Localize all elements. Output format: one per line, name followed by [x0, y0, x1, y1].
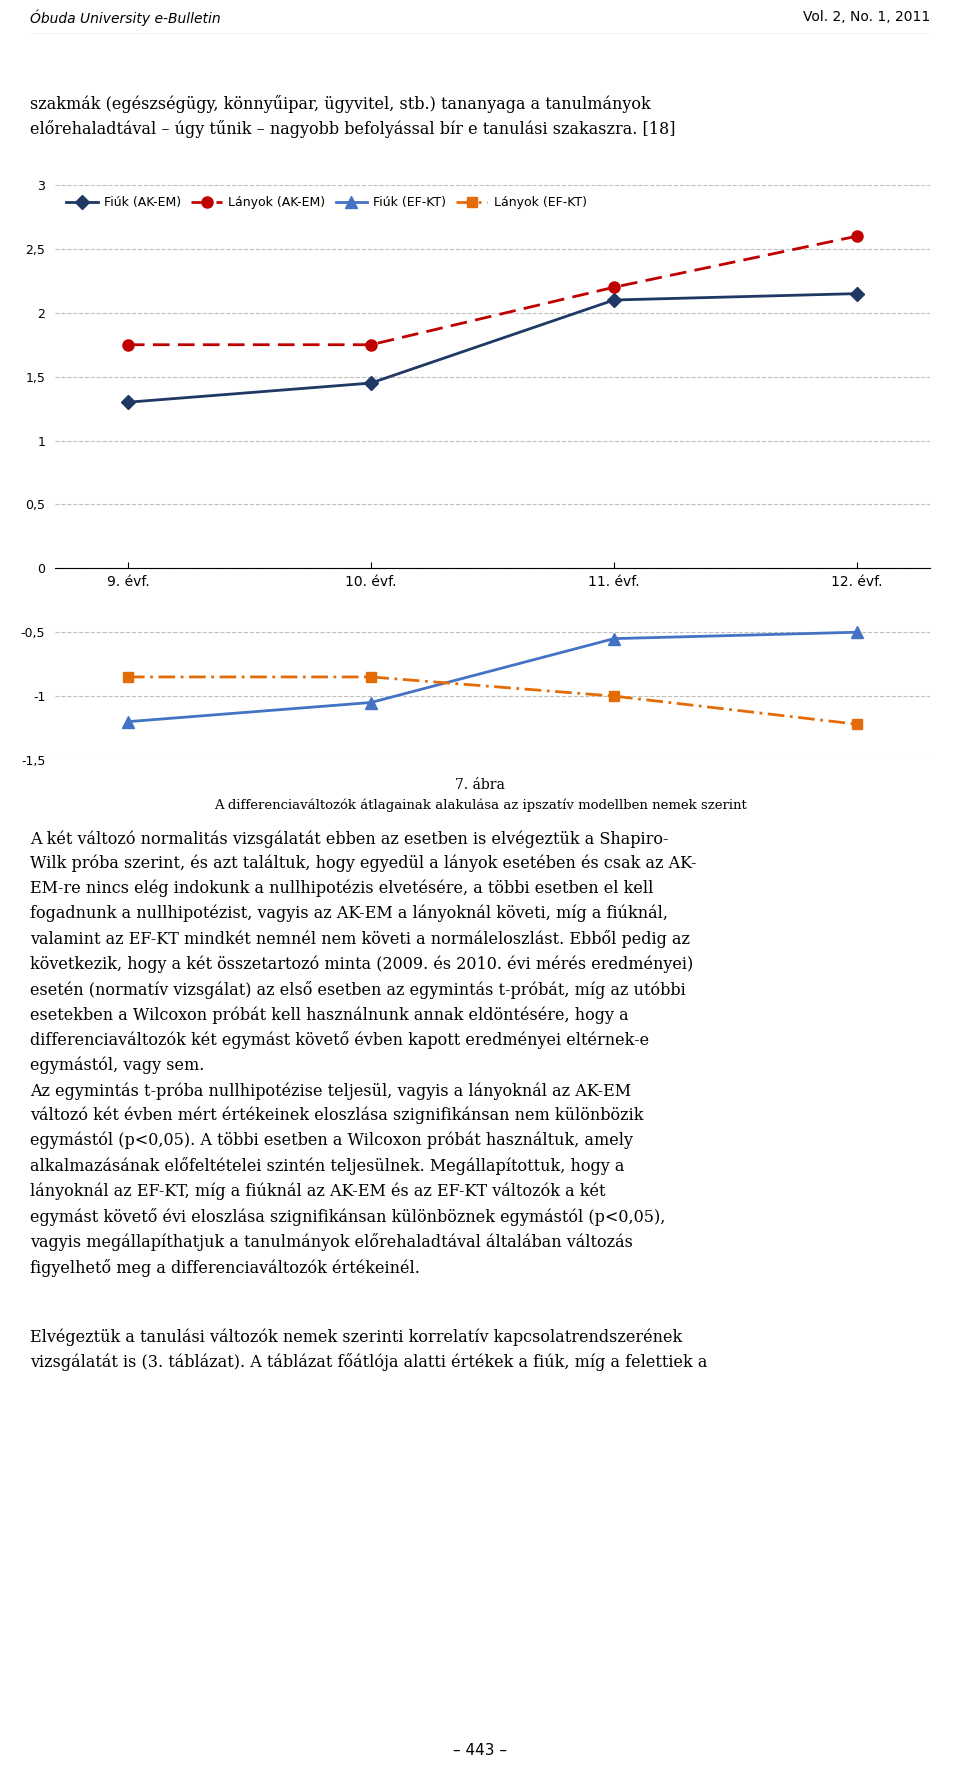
Legend: Fiúk (AK-EM), Lányok (AK-EM), Fiúk (EF-KT), Lányok (EF-KT): Fiúk (AK-EM), Lányok (AK-EM), Fiúk (EF-K…: [61, 192, 591, 215]
Fiúk (EF-KT): [122, 711, 133, 733]
Lányok (EF-KT): [852, 713, 863, 734]
Text: Vol. 2, No. 1, 2011: Vol. 2, No. 1, 2011: [803, 11, 930, 23]
Lányok (AK-EM): [852, 226, 863, 247]
Lányok (EF-KT): [365, 667, 376, 688]
Line: Lányok (AK-EM): Lányok (AK-EM): [122, 231, 863, 350]
Fiúk (AK-EM): [852, 283, 863, 304]
Fiúk (AK-EM): [122, 391, 133, 412]
Text: A differenciaváltozók átlagainak alakulása az ipszatív modellben nemek szerint: A differenciaváltozók átlagainak alakulá…: [214, 798, 746, 811]
Lányok (AK-EM): [609, 277, 620, 299]
Fiúk (EF-KT): [365, 692, 376, 713]
Line: Fiúk (EF-KT): Fiúk (EF-KT): [122, 626, 863, 727]
Lányok (AK-EM): [365, 334, 376, 356]
Text: Óbuda University e-Bulletin: Óbuda University e-Bulletin: [30, 11, 221, 27]
Fiúk (EF-KT): [852, 622, 863, 644]
Text: szakmák (egészségügy, könnyűipar, ügyvitel, stb.) tananyaga a tanulmányok
előreh: szakmák (egészségügy, könnyűipar, ügyvit…: [30, 94, 676, 139]
Text: – 443 –: – 443 –: [453, 1742, 507, 1758]
Lányok (AK-EM): [122, 334, 133, 356]
Line: Lányok (EF-KT): Lányok (EF-KT): [123, 672, 862, 729]
Text: Az egymintás t-próba nullhipotézise teljesül, vagyis a lányoknál az AK-EM
változ: Az egymintás t-próba nullhipotézise telj…: [30, 1083, 665, 1277]
Text: 7. ábra: 7. ábra: [455, 779, 505, 791]
Text: A két változó normalitás vizsgálatát ebben az esetben is elvégeztük a Shapiro-
W: A két változó normalitás vizsgálatát ebb…: [30, 830, 697, 1074]
Line: Fiúk (AK-EM): Fiúk (AK-EM): [123, 288, 862, 407]
Text: Elvégeztük a tanulási változók nemek szerinti korrelatív kapcsolatrendszerének
v: Elvégeztük a tanulási változók nemek sze…: [30, 1328, 708, 1371]
Fiúk (AK-EM): [609, 290, 620, 311]
Lányok (EF-KT): [122, 667, 133, 688]
Lányok (EF-KT): [609, 686, 620, 708]
Fiúk (EF-KT): [609, 628, 620, 649]
Fiúk (AK-EM): [365, 372, 376, 393]
